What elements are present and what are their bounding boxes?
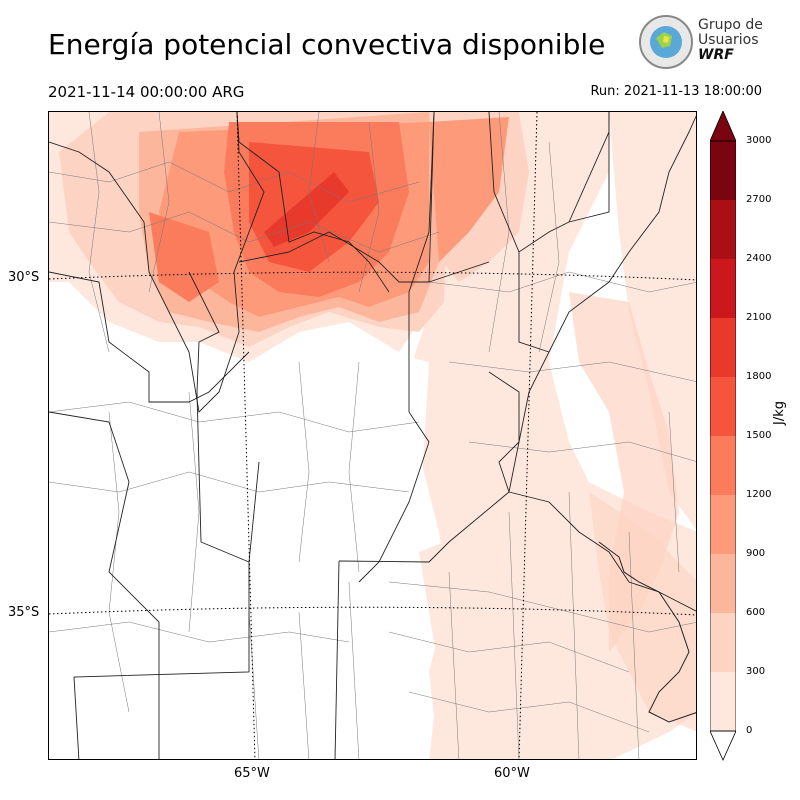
cape-fill-4b <box>149 212 219 302</box>
colorbar-tick-label: 2100 <box>746 312 772 323</box>
colorbar-tick-label: 1500 <box>746 430 772 441</box>
run-time: Run: 2021-11-13 18:00:00 <box>590 84 762 99</box>
colorbar-block <box>710 554 736 613</box>
colorbar-tick-label: 600 <box>746 607 766 618</box>
colorbar-extend-bottom <box>710 730 736 761</box>
wrf-users-logo: Grupo de Usuarios WRF <box>638 14 768 74</box>
logo-globe-icon <box>639 15 693 69</box>
colorbar-blocks <box>710 141 736 731</box>
lon-label-60w: 60°W <box>494 766 530 781</box>
cape-map <box>48 111 697 760</box>
colorbar-block <box>710 436 736 495</box>
colorbar-block <box>710 495 736 554</box>
colorbar-tick-label: 900 <box>746 548 766 559</box>
colorbar-tick-label: 300 <box>746 666 766 677</box>
coastline <box>598 541 696 723</box>
colorbar-outline <box>710 140 736 732</box>
cape-fill-6 <box>264 172 349 247</box>
colorbar-tick-label: 3000 <box>746 135 772 146</box>
department-boundaries <box>49 112 696 759</box>
colorbar-tick-label: 1800 <box>746 371 772 382</box>
cape-fill-3b <box>429 117 509 262</box>
lat-label-35s: 35°S <box>8 605 40 620</box>
cape-light-east <box>589 492 696 732</box>
colorbar-tick-label: 0 <box>746 725 753 736</box>
colorbar-block <box>710 200 736 259</box>
map-title: Energía potencial convectiva disponible <box>48 28 606 61</box>
graticule <box>49 112 696 759</box>
lat-label-30s: 30°S <box>8 270 40 285</box>
colorbar-block <box>710 613 736 672</box>
colorbar-extend-top <box>710 111 736 142</box>
logo-line1: Grupo de <box>698 17 763 33</box>
cape-fill-0c <box>609 112 696 530</box>
colorbar-block <box>710 672 736 731</box>
logo-text: Grupo de Usuarios WRF <box>698 18 763 63</box>
colorbar-block <box>710 259 736 318</box>
cape-shading <box>49 112 696 759</box>
cape-hole <box>49 332 429 759</box>
colorbar-tick-label: 1200 <box>746 489 772 500</box>
lon-label-65w: 65°W <box>234 766 270 781</box>
colorbar-tick-label: 2700 <box>746 194 772 205</box>
colorbar-block <box>710 141 736 200</box>
colorbar-block <box>710 318 736 377</box>
logo-line2: Usuarios <box>698 32 759 48</box>
colorbar-block <box>710 377 736 436</box>
colorbar <box>710 111 736 761</box>
valid-time: 2021-11-14 00:00:00 ARG <box>48 83 245 101</box>
colorbar-tick-label: 2400 <box>746 253 772 264</box>
colorbar-unit: J/kg <box>772 401 787 425</box>
province-boundaries <box>49 112 696 759</box>
map-canvas <box>49 112 696 759</box>
logo-line3: WRF <box>698 47 734 63</box>
